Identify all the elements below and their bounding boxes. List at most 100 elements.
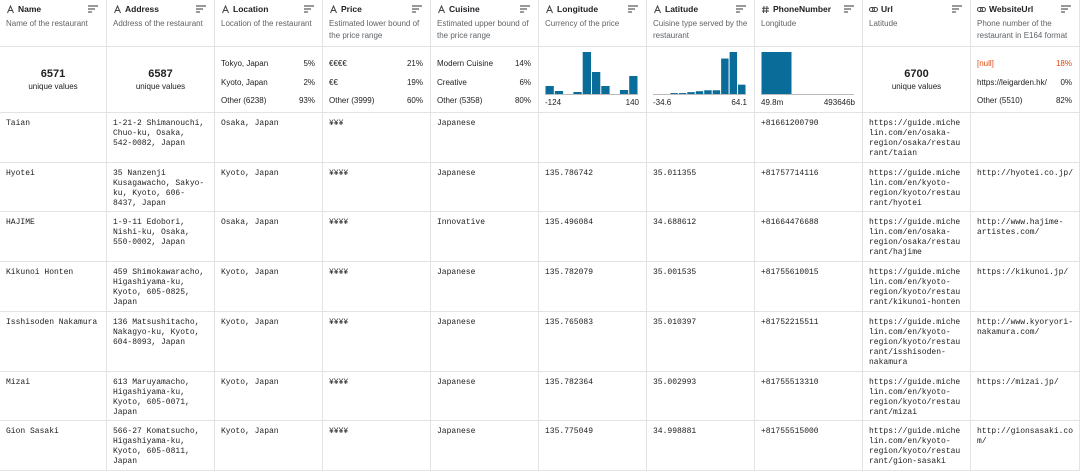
table-cell: 566-27 Komatsucho, Higashiyama-ku, Kyoto…	[107, 421, 215, 471]
sort-icon[interactable]	[736, 5, 746, 13]
sort-icon[interactable]	[628, 5, 638, 13]
table-cell: https://guide.michelin.com/en/osaka-regi…	[863, 113, 971, 163]
cell-text: 459 Shimokawaracho, Higashiyama-ku, Kyot…	[113, 268, 205, 307]
table-cell	[971, 113, 1080, 163]
table-cell: ¥¥¥¥	[323, 312, 431, 372]
cell-text: Kyoto, Japan	[221, 318, 279, 327]
table-cell: Japanese	[431, 312, 539, 372]
table-cell: +81755515000	[755, 421, 863, 471]
histogram-min: 49.8m	[761, 98, 784, 107]
sort-icon[interactable]	[196, 5, 206, 13]
histogram	[653, 52, 746, 95]
table-cell: 135.496084	[539, 212, 647, 262]
column-summary: €€€€ 21% €€ 19% Other (3999) 60%	[323, 47, 431, 113]
column-name: Address	[125, 4, 160, 14]
histogram-bar	[554, 91, 564, 94]
type-icon	[330, 5, 337, 14]
table-cell: http://www.hajime-artistes.com/	[971, 212, 1080, 262]
unique-label: unique values	[891, 82, 942, 91]
icon-glyph	[222, 5, 229, 14]
type-icon	[546, 5, 553, 14]
column-summary: Modern Cuisine 14% Creative 6% Other (5358) 8…	[431, 47, 539, 113]
cell-text: http://gionsasaki.com/	[977, 427, 1074, 446]
sort-icon[interactable]	[1061, 5, 1071, 13]
cell-text: Kyoto, Japan	[221, 378, 279, 387]
column-description: Estimated lower bound of the price range	[329, 19, 420, 40]
cell-text: https://guide.michelin.com/en/kyoto-regi…	[869, 378, 961, 417]
table-cell: Kyoto, Japan	[215, 163, 323, 212]
column-description: Longitude	[761, 19, 797, 28]
top-value-percent: 5%	[303, 59, 315, 68]
histogram	[545, 52, 638, 95]
table-cell: http://gionsasaki.com/	[971, 421, 1080, 471]
table-cell	[539, 113, 647, 163]
table-cell: ¥¥¥¥	[323, 372, 431, 421]
top-value-label: Tokyo, Japan	[221, 59, 269, 68]
cell-text: https://guide.michelin.com/en/kyoto-regi…	[869, 318, 961, 367]
column-name: Cuisine	[449, 4, 480, 14]
unique-count: 6700	[904, 68, 929, 80]
table-cell: 135.765083	[539, 312, 647, 372]
table-cell: http://hyotei.co.jp/	[971, 163, 1080, 212]
cell-text: https://guide.michelin.com/en/osaka-regi…	[869, 218, 961, 257]
table-cell: 135.782364	[539, 372, 647, 421]
cell-text: Osaka, Japan	[221, 119, 279, 128]
table-cell: https://guide.michelin.com/en/kyoto-regi…	[863, 421, 971, 471]
cell-text: Japanese	[437, 119, 476, 128]
sort-icon[interactable]	[88, 5, 98, 13]
table-cell: +81757714116	[755, 163, 863, 212]
table-cell: 1-9-11 Edobori, Nishi-ku, Osaka, 550-000…	[107, 212, 215, 262]
cell-text: Japanese	[437, 268, 476, 277]
table-cell: Innovative	[431, 212, 539, 262]
table-cell: 34.688612	[647, 212, 755, 262]
table-cell: 136 Matsushitacho, Nakagyo-ku, Kyoto, 60…	[107, 312, 215, 372]
sort-icon[interactable]	[304, 5, 314, 13]
histogram	[761, 52, 854, 95]
cell-text: Gion Sasaki	[6, 427, 59, 436]
table-cell: Kyoto, Japan	[215, 262, 323, 312]
sort-icon[interactable]	[520, 5, 530, 13]
column-header: Address Address of the restaurant	[107, 0, 215, 47]
sort-icon[interactable]	[844, 5, 854, 13]
cell-text: 135.765083	[545, 318, 594, 327]
type-icon	[869, 7, 878, 12]
cell-text: https://mizai.jp/	[977, 378, 1059, 387]
histogram-bar	[729, 52, 738, 94]
top-value-percent: 2%	[303, 78, 315, 87]
cell-text: 35 Nanzenji Kusagawacho, Sakyo-ku, Kyoto…	[113, 169, 205, 208]
table-cell: https://kikunoi.jp/	[971, 262, 1080, 312]
table-cell	[647, 113, 755, 163]
table-cell: Japanese	[431, 421, 539, 471]
cell-text: Japanese	[437, 169, 476, 178]
table-cell: https://guide.michelin.com/en/kyoto-regi…	[863, 163, 971, 212]
table-cell: Kikunoi Honten	[0, 262, 107, 312]
cell-text: https://guide.michelin.com/en/kyoto-regi…	[869, 268, 961, 307]
table-cell: ¥¥¥¥	[323, 421, 431, 471]
histogram-bar	[601, 86, 610, 94]
top-value-label: Other (5358)	[437, 96, 483, 105]
table-cell: Isshisoden Nakamura	[0, 312, 107, 372]
table-cell: 34.998881	[647, 421, 755, 471]
sort-icon[interactable]	[952, 5, 962, 13]
sort-icon[interactable]	[412, 5, 422, 13]
column-header: Name Name of the restaurant	[0, 0, 107, 47]
icon-glyph	[869, 7, 875, 12]
cell-text: https://guide.michelin.com/en/osaka-regi…	[869, 119, 961, 158]
column-name: Location	[233, 4, 269, 14]
cell-text: +81755610015	[761, 268, 819, 277]
column-header: WebsiteUrl Phone number of the restaurant…	[971, 0, 1080, 47]
cell-text: +81755513310	[761, 378, 819, 387]
top-value-label: Modern Cuisine	[437, 59, 494, 68]
table-cell: +81755610015	[755, 262, 863, 312]
cell-text: +81755515000	[761, 427, 819, 436]
cell-text: Osaka, Japan	[221, 218, 279, 227]
table-cell: ¥¥¥	[323, 113, 431, 163]
column-summary: 6700 unique values	[863, 47, 971, 113]
type-icon	[762, 5, 769, 14]
cell-text: Japanese	[437, 318, 476, 327]
table-cell: Osaka, Japan	[215, 212, 323, 262]
histogram-bar	[738, 84, 746, 94]
table-cell: 35.002993	[647, 372, 755, 421]
top-value-label: [null]	[977, 59, 994, 68]
